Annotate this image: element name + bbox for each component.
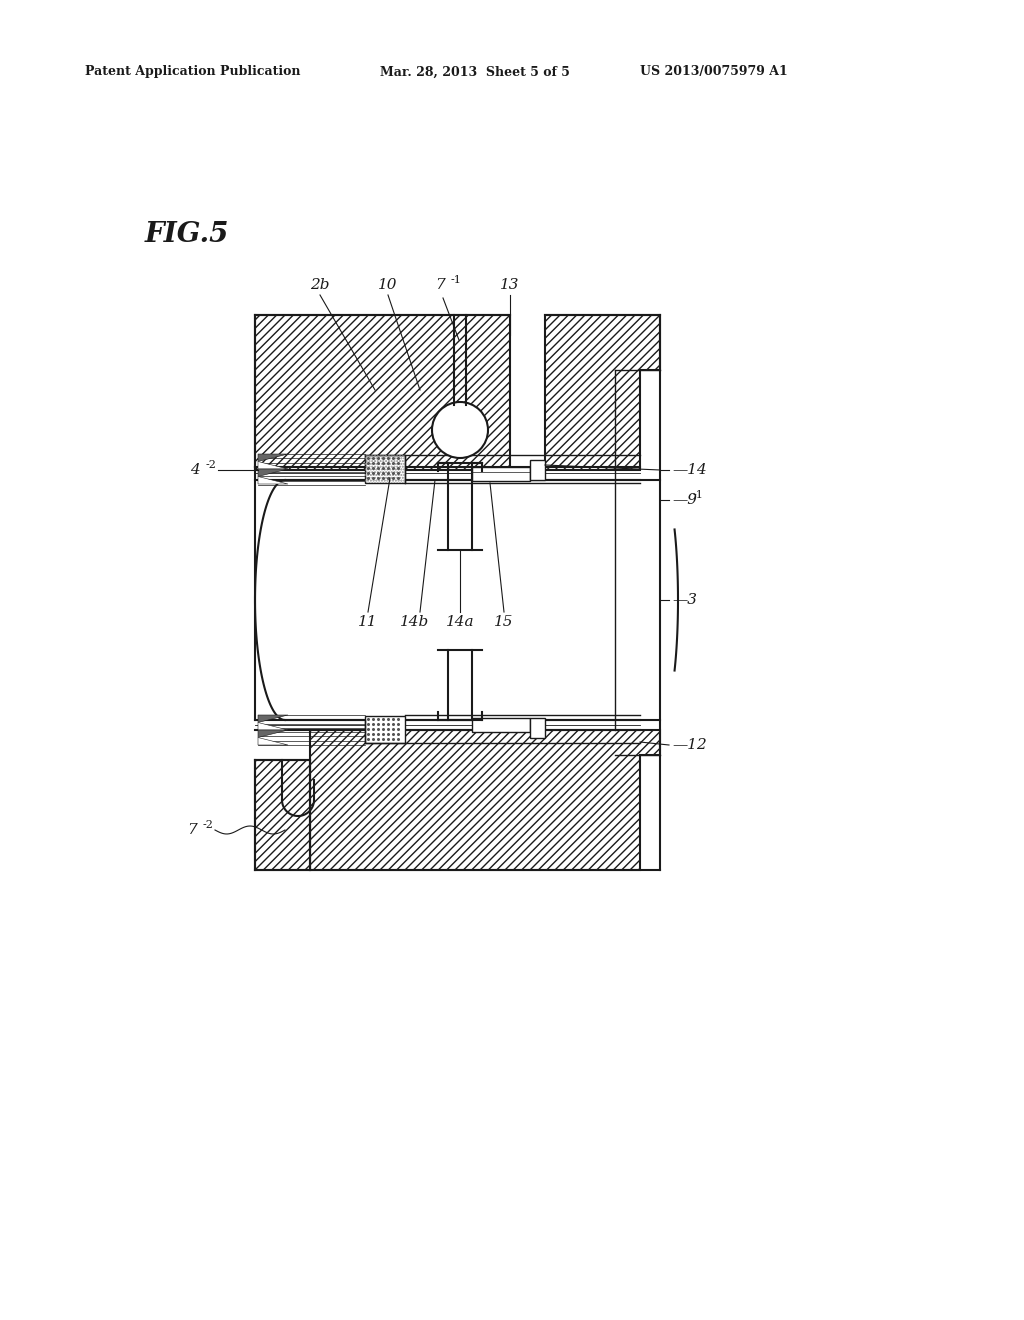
Text: 14a: 14a [445, 615, 474, 630]
Polygon shape [258, 738, 288, 744]
Text: 11: 11 [358, 615, 378, 630]
Bar [530, 718, 545, 738]
Polygon shape [545, 315, 660, 470]
Text: 4: 4 [190, 463, 200, 477]
Polygon shape [255, 315, 510, 470]
Bar [472, 718, 530, 733]
Circle shape [432, 403, 488, 458]
Polygon shape [258, 454, 288, 462]
Bar [365, 455, 406, 483]
Text: —14: —14 [672, 463, 707, 477]
Polygon shape [258, 469, 288, 477]
Bar [291, 480, 660, 719]
Bar [365, 715, 406, 743]
Text: 7: 7 [187, 822, 197, 837]
Bar [472, 467, 530, 480]
Text: Patent Application Publication: Patent Application Publication [85, 66, 300, 78]
Text: 10: 10 [378, 279, 397, 292]
Polygon shape [258, 462, 288, 469]
Text: FIG.5: FIG.5 [145, 222, 229, 248]
Text: 15: 15 [495, 615, 514, 630]
Text: -2: -2 [203, 820, 214, 830]
Bar [530, 459, 545, 480]
Text: —9: —9 [672, 492, 697, 507]
Text: Mar. 28, 2013  Sheet 5 of 5: Mar. 28, 2013 Sheet 5 of 5 [380, 66, 570, 78]
Text: 13: 13 [501, 279, 520, 292]
Text: —12: —12 [672, 738, 707, 752]
Text: US 2013/0075979 A1: US 2013/0075979 A1 [640, 66, 787, 78]
Text: 2b: 2b [310, 279, 330, 292]
Polygon shape [258, 715, 288, 722]
Text: -1: -1 [693, 490, 703, 500]
Text: -2: -2 [206, 459, 217, 470]
Polygon shape [258, 477, 288, 484]
Text: 14b: 14b [400, 615, 430, 630]
Polygon shape [255, 760, 310, 870]
Text: 7: 7 [435, 279, 444, 292]
Bar [365, 455, 406, 483]
Polygon shape [258, 722, 288, 730]
Polygon shape [310, 730, 660, 870]
Text: —3: —3 [672, 593, 697, 607]
Text: -1: -1 [451, 275, 462, 285]
Polygon shape [258, 730, 288, 738]
Polygon shape [255, 480, 660, 719]
